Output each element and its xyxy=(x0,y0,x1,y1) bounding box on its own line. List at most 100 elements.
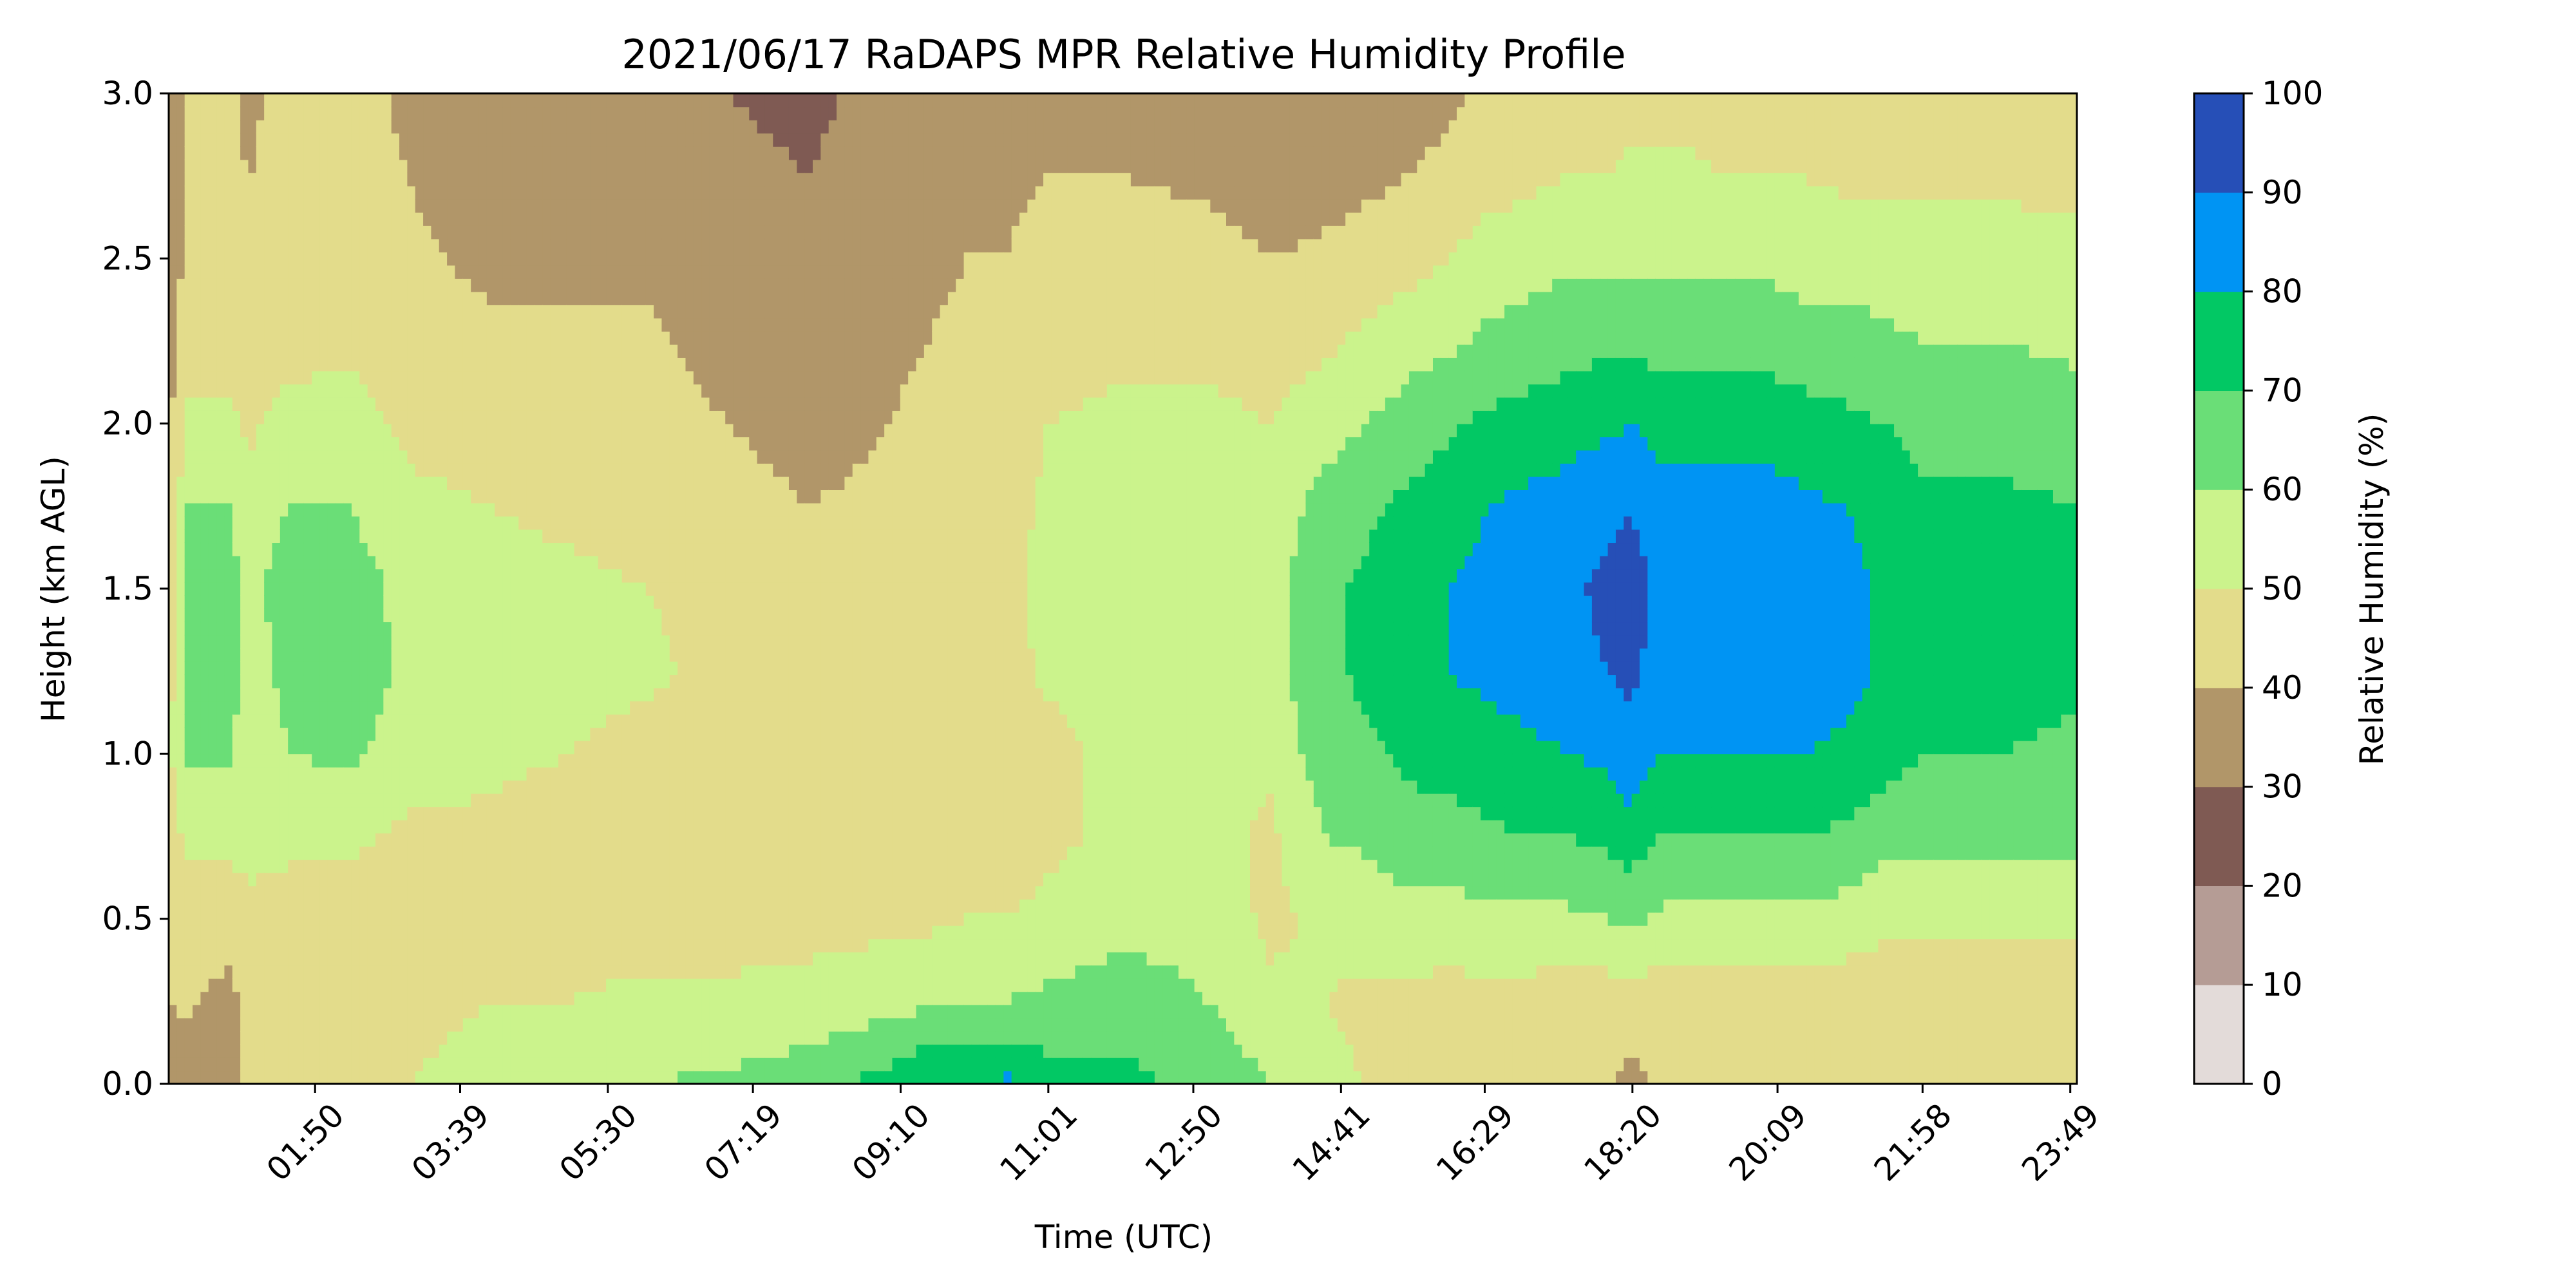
heatmap-cell xyxy=(526,502,535,517)
heatmap-cell xyxy=(399,701,408,715)
heatmap-cell xyxy=(391,344,400,358)
heatmap-cell xyxy=(693,978,702,992)
heatmap-cell xyxy=(621,502,630,517)
heatmap-cell xyxy=(638,766,647,781)
heatmap-cell xyxy=(462,1057,471,1072)
heatmap-cell xyxy=(224,806,233,820)
heatmap-cell xyxy=(169,370,178,384)
heatmap-cell xyxy=(486,872,495,887)
heatmap-cell xyxy=(598,965,607,979)
heatmap-cell xyxy=(502,555,511,570)
heatmap-cell xyxy=(336,238,345,252)
heatmap-cell xyxy=(518,384,527,398)
heatmap-cell xyxy=(288,859,297,873)
heatmap-cell xyxy=(669,357,678,372)
heatmap-cell xyxy=(447,582,456,596)
heatmap-cell xyxy=(200,238,209,252)
heatmap-cell xyxy=(645,212,654,226)
heatmap-cell xyxy=(327,595,337,609)
heatmap-cell xyxy=(598,199,607,213)
heatmap-cell xyxy=(399,305,408,319)
heatmap-cell xyxy=(550,225,559,240)
heatmap-cell xyxy=(669,1044,678,1058)
heatmap-cell xyxy=(264,331,273,345)
heatmap-cell xyxy=(518,423,527,437)
heatmap-cell xyxy=(256,238,265,252)
heatmap-cell xyxy=(423,595,432,609)
heatmap-cell xyxy=(359,1030,368,1045)
heatmap-cell xyxy=(319,476,328,490)
heatmap-cell xyxy=(502,357,511,372)
heatmap-cell xyxy=(582,978,591,992)
heatmap-cell xyxy=(232,991,241,1005)
heatmap-cell xyxy=(654,991,663,1005)
heatmap-cell xyxy=(327,331,337,345)
heatmap-cell xyxy=(375,370,384,384)
heatmap-cell xyxy=(502,766,511,781)
heatmap-cell xyxy=(693,965,702,979)
heatmap-cell xyxy=(638,212,647,226)
heatmap-cell xyxy=(193,450,202,464)
heatmap-cell xyxy=(486,951,495,966)
heatmap-cell xyxy=(598,370,607,384)
heatmap-cell xyxy=(661,898,670,913)
heatmap-cell xyxy=(200,846,209,860)
heatmap-cell xyxy=(367,938,376,952)
heatmap-cell xyxy=(351,397,361,411)
heatmap-cell xyxy=(399,357,408,372)
heatmap-cell xyxy=(638,780,647,794)
heatmap-cell xyxy=(590,370,599,384)
heatmap-cell xyxy=(383,410,392,424)
heatmap-cell xyxy=(590,489,599,504)
heatmap-cell xyxy=(224,898,233,913)
heatmap-cell xyxy=(614,489,623,504)
heatmap-cell xyxy=(462,727,471,741)
heatmap-cell xyxy=(336,370,345,384)
heatmap-cell xyxy=(375,516,384,530)
heatmap-cell xyxy=(359,819,368,834)
heatmap-cell xyxy=(351,291,361,305)
heatmap-cell xyxy=(423,951,432,966)
heatmap-cell xyxy=(399,886,408,900)
heatmap-cell xyxy=(407,1070,416,1084)
heatmap-cell xyxy=(462,714,471,728)
heatmap-cell xyxy=(518,582,527,596)
heatmap-cell xyxy=(534,872,544,887)
heatmap-cell xyxy=(606,529,615,544)
heatmap-cell xyxy=(367,727,376,741)
heatmap-cell xyxy=(367,1030,376,1045)
heatmap-cell xyxy=(558,595,567,609)
heatmap-cell xyxy=(327,463,337,477)
heatmap-cell xyxy=(184,265,193,279)
heatmap-cell xyxy=(447,1057,456,1072)
heatmap-cell xyxy=(693,1030,702,1045)
heatmap-cell xyxy=(208,912,217,926)
heatmap-cell xyxy=(638,793,647,808)
heatmap-cell xyxy=(693,542,702,556)
heatmap-cell xyxy=(661,212,670,226)
heatmap-cell xyxy=(303,344,313,358)
heatmap-cell xyxy=(208,225,217,240)
heatmap-cell xyxy=(654,344,663,358)
heatmap-cell xyxy=(621,766,630,781)
heatmap-cell xyxy=(606,991,615,1005)
heatmap-cell xyxy=(478,569,488,583)
heatmap-cell xyxy=(351,384,361,398)
heatmap-cell xyxy=(447,740,456,755)
heatmap-cell xyxy=(462,278,471,292)
heatmap-cell xyxy=(288,1004,297,1019)
heatmap-cell xyxy=(407,634,416,649)
heatmap-cell xyxy=(661,661,670,676)
heatmap-cell xyxy=(685,753,694,768)
heatmap-cell xyxy=(240,317,249,332)
heatmap-cell xyxy=(184,516,193,530)
heatmap-cell xyxy=(478,437,488,451)
heatmap-cell xyxy=(685,582,694,596)
heatmap-cell xyxy=(240,516,249,530)
heatmap-cell xyxy=(176,489,185,504)
heatmap-cell xyxy=(669,1030,678,1045)
heatmap-cell xyxy=(606,146,615,160)
heatmap-cell xyxy=(303,423,313,437)
heatmap-cell xyxy=(431,780,440,794)
heatmap-cell xyxy=(256,925,265,940)
